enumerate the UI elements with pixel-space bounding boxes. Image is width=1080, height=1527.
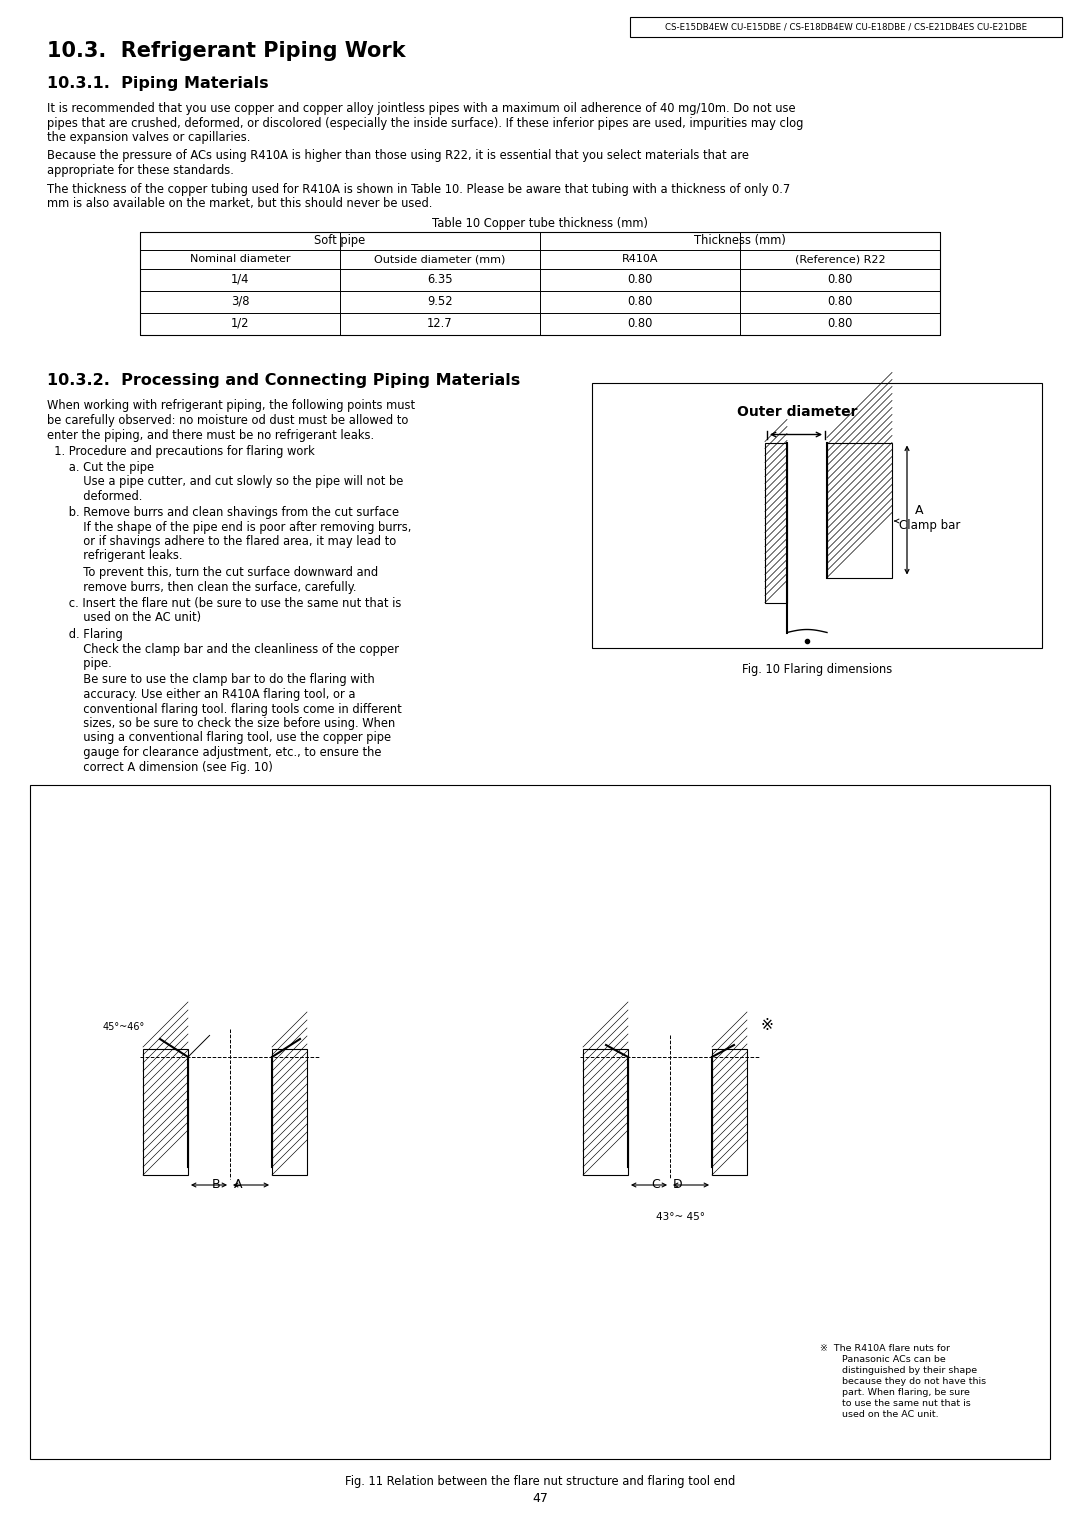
Bar <box>592 382 1042 647</box>
Text: Check the clamp bar and the cleanliness of the copper: Check the clamp bar and the cleanliness … <box>48 643 399 655</box>
Text: 1/2: 1/2 <box>231 318 249 330</box>
Bar <box>30 785 1050 1458</box>
Text: gauge for clearance adjustment, etc., to ensure the: gauge for clearance adjustment, etc., to… <box>48 747 381 759</box>
Text: 9.52: 9.52 <box>428 295 453 308</box>
Text: a. Cut the pipe: a. Cut the pipe <box>48 461 154 473</box>
Text: Thickness (mm): Thickness (mm) <box>694 234 786 247</box>
Text: d. Flaring: d. Flaring <box>48 628 123 641</box>
Text: 45°~46°: 45°~46° <box>103 1022 145 1032</box>
Text: CS-E15DB4EW CU-E15DBE / CS-E18DB4EW CU-E18DBE / CS-E21DB4ES CU-E21DBE: CS-E15DB4EW CU-E15DBE / CS-E18DB4EW CU-E… <box>665 23 1027 32</box>
Text: because they do not have this: because they do not have this <box>842 1377 986 1387</box>
Text: The thickness of the copper tubing used for R410A is shown in Table 10. Please b: The thickness of the copper tubing used … <box>48 183 791 195</box>
Text: ※  The R410A flare nuts for: ※ The R410A flare nuts for <box>820 1344 950 1353</box>
Text: Soft pipe: Soft pipe <box>314 234 366 247</box>
Text: be carefully observed: no moisture od dust must be allowed to: be carefully observed: no moisture od du… <box>48 414 408 428</box>
Text: correct A dimension (see Fig. 10): correct A dimension (see Fig. 10) <box>48 760 273 774</box>
Text: A: A <box>915 504 923 516</box>
Text: used on the AC unit.: used on the AC unit. <box>842 1409 939 1419</box>
Text: 1/4: 1/4 <box>231 273 249 286</box>
Text: used on the AC unit): used on the AC unit) <box>48 611 201 625</box>
Text: ※: ※ <box>760 1017 773 1032</box>
Text: 6.35: 6.35 <box>428 273 453 286</box>
Text: enter the piping, and there must be no refrigerant leaks.: enter the piping, and there must be no r… <box>48 429 374 441</box>
Text: D: D <box>673 1179 683 1191</box>
Text: 0.80: 0.80 <box>627 318 652 330</box>
Text: appropriate for these standards.: appropriate for these standards. <box>48 163 234 177</box>
Text: 47: 47 <box>532 1492 548 1506</box>
Text: Outer diameter: Outer diameter <box>737 405 858 418</box>
Text: Table 10 Copper tube thickness (mm): Table 10 Copper tube thickness (mm) <box>432 217 648 231</box>
Bar <box>140 232 940 334</box>
Text: 10.3.2.  Processing and Connecting Piping Materials: 10.3.2. Processing and Connecting Piping… <box>48 373 521 388</box>
Text: deformed.: deformed. <box>48 490 143 502</box>
Text: Outside diameter (mm): Outside diameter (mm) <box>375 253 505 264</box>
Text: distinguished by their shape: distinguished by their shape <box>842 1367 977 1374</box>
Text: Fig. 10 Flaring dimensions: Fig. 10 Flaring dimensions <box>742 664 892 676</box>
Text: the expansion valves or capillaries.: the expansion valves or capillaries. <box>48 131 251 144</box>
Text: 0.80: 0.80 <box>827 273 853 286</box>
Bar <box>630 17 1062 37</box>
Text: 1. Procedure and precautions for flaring work: 1. Procedure and precautions for flaring… <box>48 444 314 458</box>
Text: mm is also available on the market, but this should never be used.: mm is also available on the market, but … <box>48 197 432 211</box>
Text: 3/8: 3/8 <box>231 295 249 308</box>
Bar <box>143 1049 188 1174</box>
Text: accuracy. Use either an R410A flaring tool, or a: accuracy. Use either an R410A flaring to… <box>48 689 355 701</box>
Bar <box>583 1049 627 1174</box>
Text: It is recommended that you use copper and copper alloy jointless pipes with a ma: It is recommended that you use copper an… <box>48 102 796 115</box>
Bar <box>712 1049 747 1174</box>
Text: Clamp bar: Clamp bar <box>899 519 960 531</box>
Text: 0.80: 0.80 <box>827 295 853 308</box>
Text: To prevent this, turn the cut surface downward and: To prevent this, turn the cut surface do… <box>48 567 378 579</box>
Bar <box>765 443 787 603</box>
Text: sizes, so be sure to check the size before using. When: sizes, so be sure to check the size befo… <box>48 718 395 730</box>
Text: (Reference) R22: (Reference) R22 <box>795 253 886 264</box>
Text: Fig. 11 Relation between the flare nut structure and flaring tool end: Fig. 11 Relation between the flare nut s… <box>345 1475 735 1487</box>
Text: Panasonic ACs can be: Panasonic ACs can be <box>842 1354 946 1364</box>
Text: pipes that are crushed, deformed, or discolored (especially the inside surface).: pipes that are crushed, deformed, or dis… <box>48 116 804 130</box>
Bar <box>272 1049 307 1174</box>
Text: remove burrs, then clean the surface, carefully.: remove burrs, then clean the surface, ca… <box>48 580 356 594</box>
Text: 0.80: 0.80 <box>627 273 652 286</box>
Text: part. When flaring, be sure: part. When flaring, be sure <box>842 1388 970 1397</box>
Text: pipe.: pipe. <box>48 657 111 670</box>
Text: or if shavings adhere to the flared area, it may lead to: or if shavings adhere to the flared area… <box>48 534 396 548</box>
Text: c. Insert the flare nut (be sure to use the same nut that is: c. Insert the flare nut (be sure to use … <box>48 597 402 609</box>
Text: using a conventional flaring tool, use the copper pipe: using a conventional flaring tool, use t… <box>48 731 391 745</box>
Text: Nominal diameter: Nominal diameter <box>190 253 291 264</box>
Text: b. Remove burrs and clean shavings from the cut surface: b. Remove burrs and clean shavings from … <box>48 505 400 519</box>
Text: 10.3.  Refrigerant Piping Work: 10.3. Refrigerant Piping Work <box>48 41 406 61</box>
Text: R410A: R410A <box>622 253 658 264</box>
Text: A: A <box>233 1179 242 1191</box>
Bar <box>827 443 892 577</box>
Text: Be sure to use the clamp bar to do the flaring with: Be sure to use the clamp bar to do the f… <box>48 673 375 687</box>
Text: 43°~ 45°: 43°~ 45° <box>656 1212 704 1222</box>
Text: Use a pipe cutter, and cut slowly so the pipe will not be: Use a pipe cutter, and cut slowly so the… <box>48 475 403 489</box>
Text: If the shape of the pipe end is poor after removing burrs,: If the shape of the pipe end is poor aft… <box>48 521 411 533</box>
Text: 10.3.1.  Piping Materials: 10.3.1. Piping Materials <box>48 76 269 92</box>
Text: 12.7: 12.7 <box>428 318 453 330</box>
Text: 0.80: 0.80 <box>827 318 853 330</box>
Text: Because the pressure of ACs using R410A is higher than those using R22, it is es: Because the pressure of ACs using R410A … <box>48 150 750 162</box>
Text: 0.80: 0.80 <box>627 295 652 308</box>
Text: When working with refrigerant piping, the following points must: When working with refrigerant piping, th… <box>48 400 415 412</box>
Text: conventional flaring tool. flaring tools come in different: conventional flaring tool. flaring tools… <box>48 702 402 716</box>
Text: refrigerant leaks.: refrigerant leaks. <box>48 550 183 562</box>
Text: to use the same nut that is: to use the same nut that is <box>842 1399 971 1408</box>
Text: B: B <box>212 1179 220 1191</box>
Text: C: C <box>651 1179 660 1191</box>
